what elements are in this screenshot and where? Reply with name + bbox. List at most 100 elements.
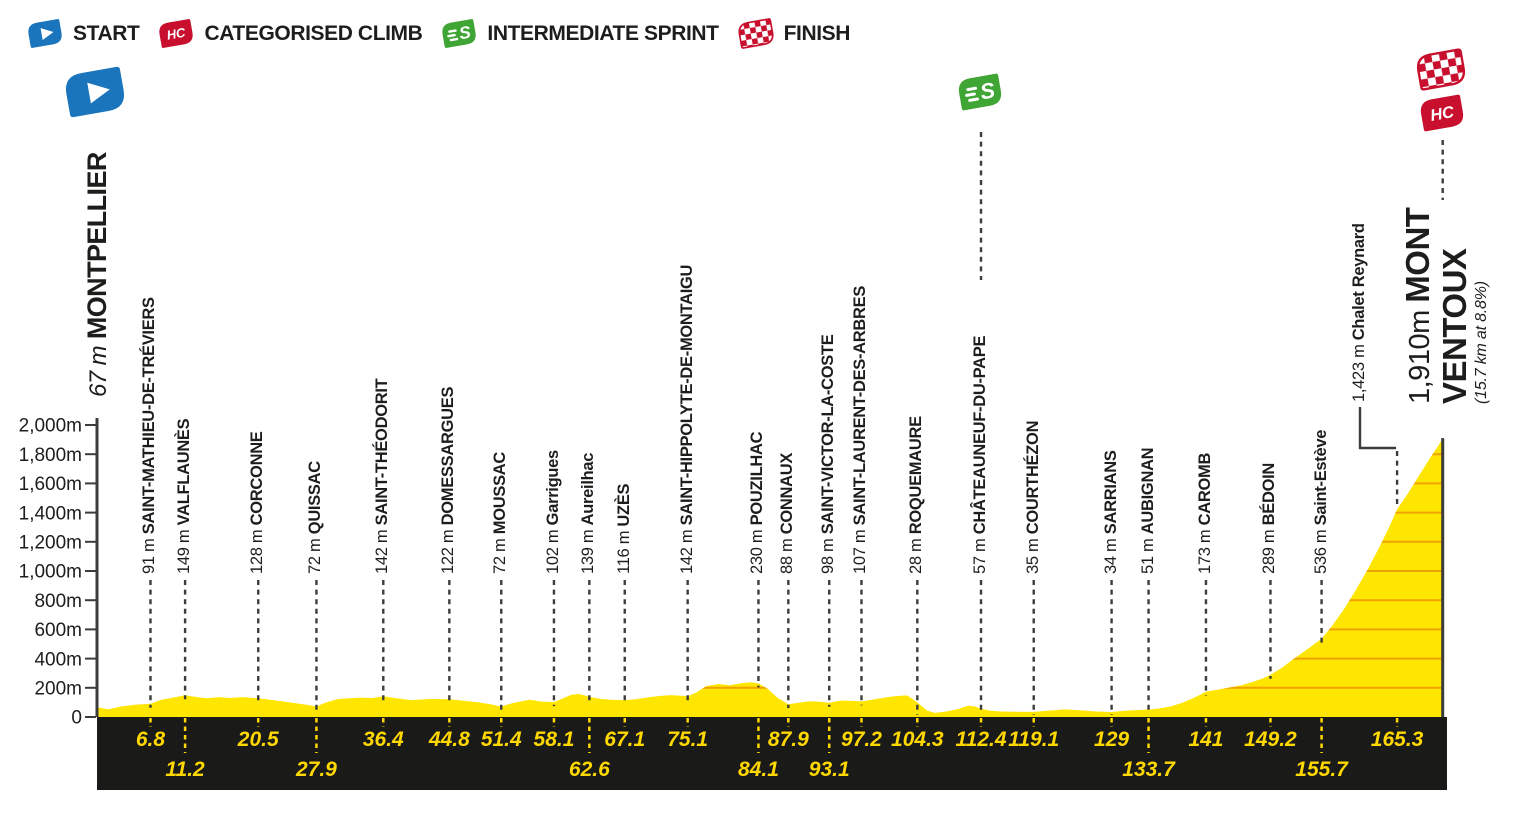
km-label: 36.4 bbox=[363, 728, 404, 751]
svg-text:HC: HC bbox=[166, 25, 188, 43]
y-tick-label-400: 400m bbox=[34, 649, 82, 670]
waypoint-elevation: 88 m bbox=[778, 534, 797, 574]
waypoint-name: Aureilhac bbox=[579, 452, 598, 526]
waypoint-name: UZÈS bbox=[614, 483, 633, 527]
waypoint-label: 142 m SAINT-HIPPOLYTE-DE-MONTAIGU bbox=[677, 264, 696, 574]
waypoint-label: 28 m ROQUEMAURE bbox=[907, 416, 926, 574]
elevation-gridlines bbox=[97, 453, 1443, 689]
waypoint-name: CHÂTEAUNEUF-DU-PAPE bbox=[971, 335, 990, 535]
categorised-climb-icon: HC bbox=[157, 18, 195, 49]
hors-categorie-climb-icon: HC bbox=[1418, 93, 1466, 133]
waypoint-label: 116 m UZÈS bbox=[614, 483, 633, 574]
waypoint-elevation: 122 m bbox=[439, 525, 458, 574]
waypoint-name: DOMESSARGUES bbox=[439, 386, 458, 526]
finish-flag-icon bbox=[737, 18, 775, 49]
km-label: 6.8 bbox=[136, 728, 166, 751]
km-label: 58.1 bbox=[534, 728, 575, 751]
legend-item-categorised-climb: HC CATEGORISED CLIMB bbox=[157, 18, 423, 49]
waypoint-name: POUZILHAC bbox=[748, 431, 767, 526]
waypoint-elevation: 289 m bbox=[1260, 525, 1279, 574]
km-label: 149.2 bbox=[1244, 728, 1297, 751]
waypoint-name: SAINT-MATHIEU-DE-TRÉVIERS bbox=[140, 297, 159, 535]
waypoint-elevation: 116 m bbox=[614, 526, 633, 574]
svg-text:S: S bbox=[458, 22, 473, 44]
km-label: 133.7 bbox=[1122, 758, 1176, 781]
waypoint-name: SAINT-THÉODORIT bbox=[373, 378, 392, 526]
waypoint-name: SARRIANS bbox=[1101, 450, 1120, 535]
svg-text:S: S bbox=[978, 77, 997, 104]
waypoint-label: 57 m CHÂTEAUNEUF-DU-PAPE bbox=[971, 335, 990, 574]
km-label: 165.3 bbox=[1371, 728, 1424, 751]
waypoint-name: QUISSAC bbox=[306, 461, 325, 535]
y-tick-label-200: 200m bbox=[34, 678, 82, 699]
svg-text:HC: HC bbox=[1429, 103, 1456, 125]
waypoint-elevation: 128 m bbox=[248, 525, 267, 574]
waypoint-elevation: 536 m bbox=[1311, 525, 1330, 574]
waypoint-label: 72 m MOUSSAC bbox=[491, 451, 510, 574]
waypoint-elevation: 34 m bbox=[1101, 534, 1120, 574]
start-flag-icon bbox=[26, 18, 64, 49]
waypoint-label: 98 m SAINT-VICTOR-LA-COSTE bbox=[819, 334, 838, 574]
km-label: 51.4 bbox=[481, 728, 522, 751]
waypoint-elevation: 57 m bbox=[971, 534, 990, 574]
km-label: 104.3 bbox=[891, 728, 944, 751]
waypoint-name: BÉDOIN bbox=[1260, 462, 1279, 526]
km-label: 84.1 bbox=[738, 758, 779, 781]
waypoint-elevation: 91 m bbox=[140, 534, 159, 574]
waypoint-elevation: 98 m bbox=[819, 534, 838, 574]
km-label: 97.2 bbox=[841, 728, 882, 751]
km-label: 67.1 bbox=[604, 728, 645, 751]
waypoint-label: 88 m CONNAUX bbox=[778, 453, 797, 574]
waypoint-elevation: 102 m bbox=[543, 525, 562, 574]
waypoint-name: Saint-Estève bbox=[1311, 429, 1330, 526]
y-tick-label-2000: 2,000m bbox=[19, 416, 82, 437]
km-label: 129 bbox=[1094, 728, 1129, 751]
waypoint-elevation: 72 m bbox=[306, 534, 325, 574]
legend-label-start: START bbox=[73, 21, 140, 45]
waypoint-elevation: 35 m bbox=[1023, 534, 1042, 574]
finish-climb-note: (15.7 km at 8.8%) bbox=[1473, 281, 1490, 404]
finish-elevation: 1,910m bbox=[1404, 310, 1436, 404]
waypoint-elevation: 51 m bbox=[1138, 534, 1157, 574]
waypoint-label: 149 m VALFLAUNÈS bbox=[175, 419, 194, 574]
legend: START HC CATEGORISED CLIMB S INTERMEDIAT… bbox=[26, 18, 850, 49]
start-elevation: 67 m bbox=[85, 346, 112, 397]
legend-item-start: START bbox=[26, 18, 140, 49]
finish-name-line2: VENTOUX bbox=[1436, 248, 1473, 404]
waypoint-name: CAROMB bbox=[1195, 452, 1214, 526]
start-label: 67 m MONTPELLIER bbox=[82, 152, 112, 397]
waypoint-name: SAINT-VICTOR-LA-COSTE bbox=[819, 334, 838, 535]
km-label: 11.2 bbox=[165, 758, 205, 781]
waypoint-elevation: 1,423 m bbox=[1350, 340, 1368, 402]
km-label: 75.1 bbox=[667, 728, 708, 751]
waypoint-label: 173 m CAROMB bbox=[1195, 452, 1214, 574]
finish-flag-icon bbox=[1415, 48, 1467, 91]
waypoint-elevation: 149 m bbox=[175, 525, 194, 574]
waypoint-elevation: 142 m bbox=[373, 525, 392, 574]
legend-item-intermediate-sprint: S INTERMEDIATE SPRINT bbox=[440, 18, 719, 49]
finish-elevation-and-name: 1,910m MONT bbox=[1399, 207, 1437, 404]
waypoint-name: SAINT-LAURENT-DES-ARBRES bbox=[851, 285, 870, 526]
km-label: 20.5 bbox=[237, 728, 279, 751]
waypoint-label: 122 m DOMESSARGUES bbox=[439, 386, 458, 574]
km-label: 27.9 bbox=[295, 758, 337, 781]
waypoint-elevation: 107 m bbox=[851, 525, 870, 574]
waypoint-name: SAINT-HIPPOLYTE-DE-MONTAIGU bbox=[677, 264, 696, 526]
waypoint-label: 139 m Aureilhac bbox=[579, 452, 598, 574]
y-tick-label-1600: 1,600m bbox=[19, 474, 82, 495]
legend-label-intermediate-sprint: INTERMEDIATE SPRINT bbox=[487, 21, 719, 45]
km-label: 62.6 bbox=[569, 758, 610, 781]
y-tick-label-0: 0 bbox=[71, 708, 82, 729]
legend-label-finish: FINISH bbox=[783, 21, 851, 45]
waypoint-label: 536 m Saint-Estève bbox=[1311, 429, 1330, 574]
intermediate-sprint-icon: S bbox=[956, 72, 1004, 112]
waypoint-name: ROQUEMAURE bbox=[907, 416, 926, 535]
km-label: 44.8 bbox=[428, 728, 470, 751]
finish-name-line1: MONT bbox=[1399, 207, 1436, 303]
elevation-area bbox=[97, 438, 1443, 717]
waypoint-label: 51 m AUBIGNAN bbox=[1138, 448, 1157, 574]
waypoint-name: MOUSSAC bbox=[491, 451, 510, 535]
start-flag-icon bbox=[62, 64, 128, 120]
waypoint-label: 142 m SAINT-THÉODORIT bbox=[373, 378, 392, 574]
